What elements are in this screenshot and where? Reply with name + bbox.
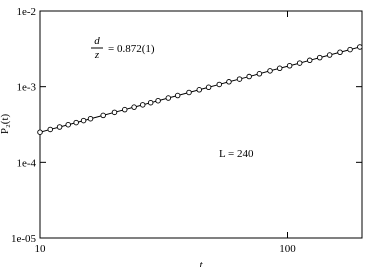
data-point (111, 109, 118, 116)
data-point (306, 57, 313, 64)
data-point (174, 92, 181, 99)
data-point (337, 49, 343, 56)
data-point (139, 102, 146, 108)
plot-frame (39, 10, 363, 239)
data-point (226, 79, 232, 85)
data-point (286, 62, 293, 69)
data-point (186, 89, 192, 96)
data-point (147, 99, 154, 106)
data-point (205, 84, 212, 91)
data-point (165, 95, 172, 101)
y-tick-label: 1e-2 (16, 6, 36, 18)
data-point (256, 71, 263, 77)
data-point (216, 81, 223, 88)
data-point (236, 76, 243, 82)
data-point (246, 73, 252, 80)
data-point (100, 112, 106, 119)
data-point (47, 126, 53, 133)
data-point (80, 117, 87, 124)
y-tick-label: 1e-05 (11, 233, 37, 245)
annotation-value: = 0.872(1) (108, 43, 155, 55)
data-point (121, 106, 128, 113)
data-point (357, 44, 363, 50)
data-point (267, 68, 273, 74)
data-point (56, 124, 63, 130)
data-point (155, 97, 161, 104)
data-point (296, 60, 303, 66)
y-tick-label: 1e-4 (16, 157, 36, 169)
data-point (87, 115, 94, 122)
y-tick-label: 1e-3 (16, 82, 36, 94)
data-line (39, 46, 360, 133)
data-point (131, 104, 137, 110)
annotation-numerator: d (94, 35, 100, 47)
x-tick-label: 10 (35, 243, 47, 255)
data-point (326, 52, 333, 58)
data-point (276, 65, 283, 72)
y-axis-label: P₂(t) (0, 114, 11, 135)
annotation-denominator: z (94, 49, 100, 61)
data-point (65, 121, 71, 128)
data-point (317, 54, 323, 61)
data-point (196, 87, 203, 93)
annotation-size: L = 240 (219, 148, 254, 160)
data-point (73, 119, 79, 126)
data-point (37, 129, 43, 135)
x-axis-label: t (199, 259, 203, 267)
x-tick-label: 100 (279, 243, 296, 255)
data-point (347, 46, 353, 53)
